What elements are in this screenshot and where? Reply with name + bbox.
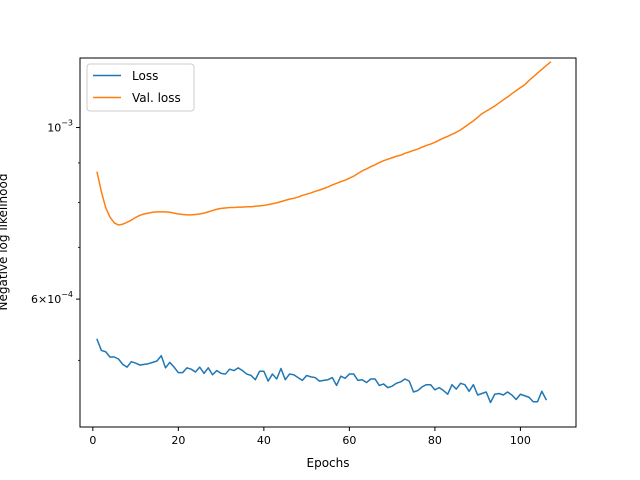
legend-label-val-loss: Val. loss: [132, 91, 181, 105]
x-tick-label: 80: [428, 434, 442, 447]
legend-label-loss: Loss: [132, 69, 158, 83]
x-axis-label: Epochs: [307, 456, 350, 470]
series-line-0: [96, 338, 548, 404]
plot-frame: [79, 57, 577, 428]
x-tick-label: 40: [257, 434, 271, 447]
legend: Loss Val. loss: [86, 63, 195, 112]
y-tick-label: 10−3: [47, 119, 73, 135]
y-axis: 6×10−4 10−3: [31, 119, 80, 361]
y-tick-label: 6×10−4: [31, 290, 73, 306]
plot-lines: [96, 61, 552, 404]
x-tick-label: 100: [510, 434, 531, 447]
x-tick-label: 60: [342, 434, 356, 447]
x-tick-label: 0: [89, 434, 96, 447]
x-axis: 0 20 40 60 80 100: [89, 427, 531, 447]
series-line-1: [96, 61, 552, 226]
y-axis-label: Negative log likelihood: [0, 174, 10, 311]
x-tick-label: 20: [171, 434, 185, 447]
